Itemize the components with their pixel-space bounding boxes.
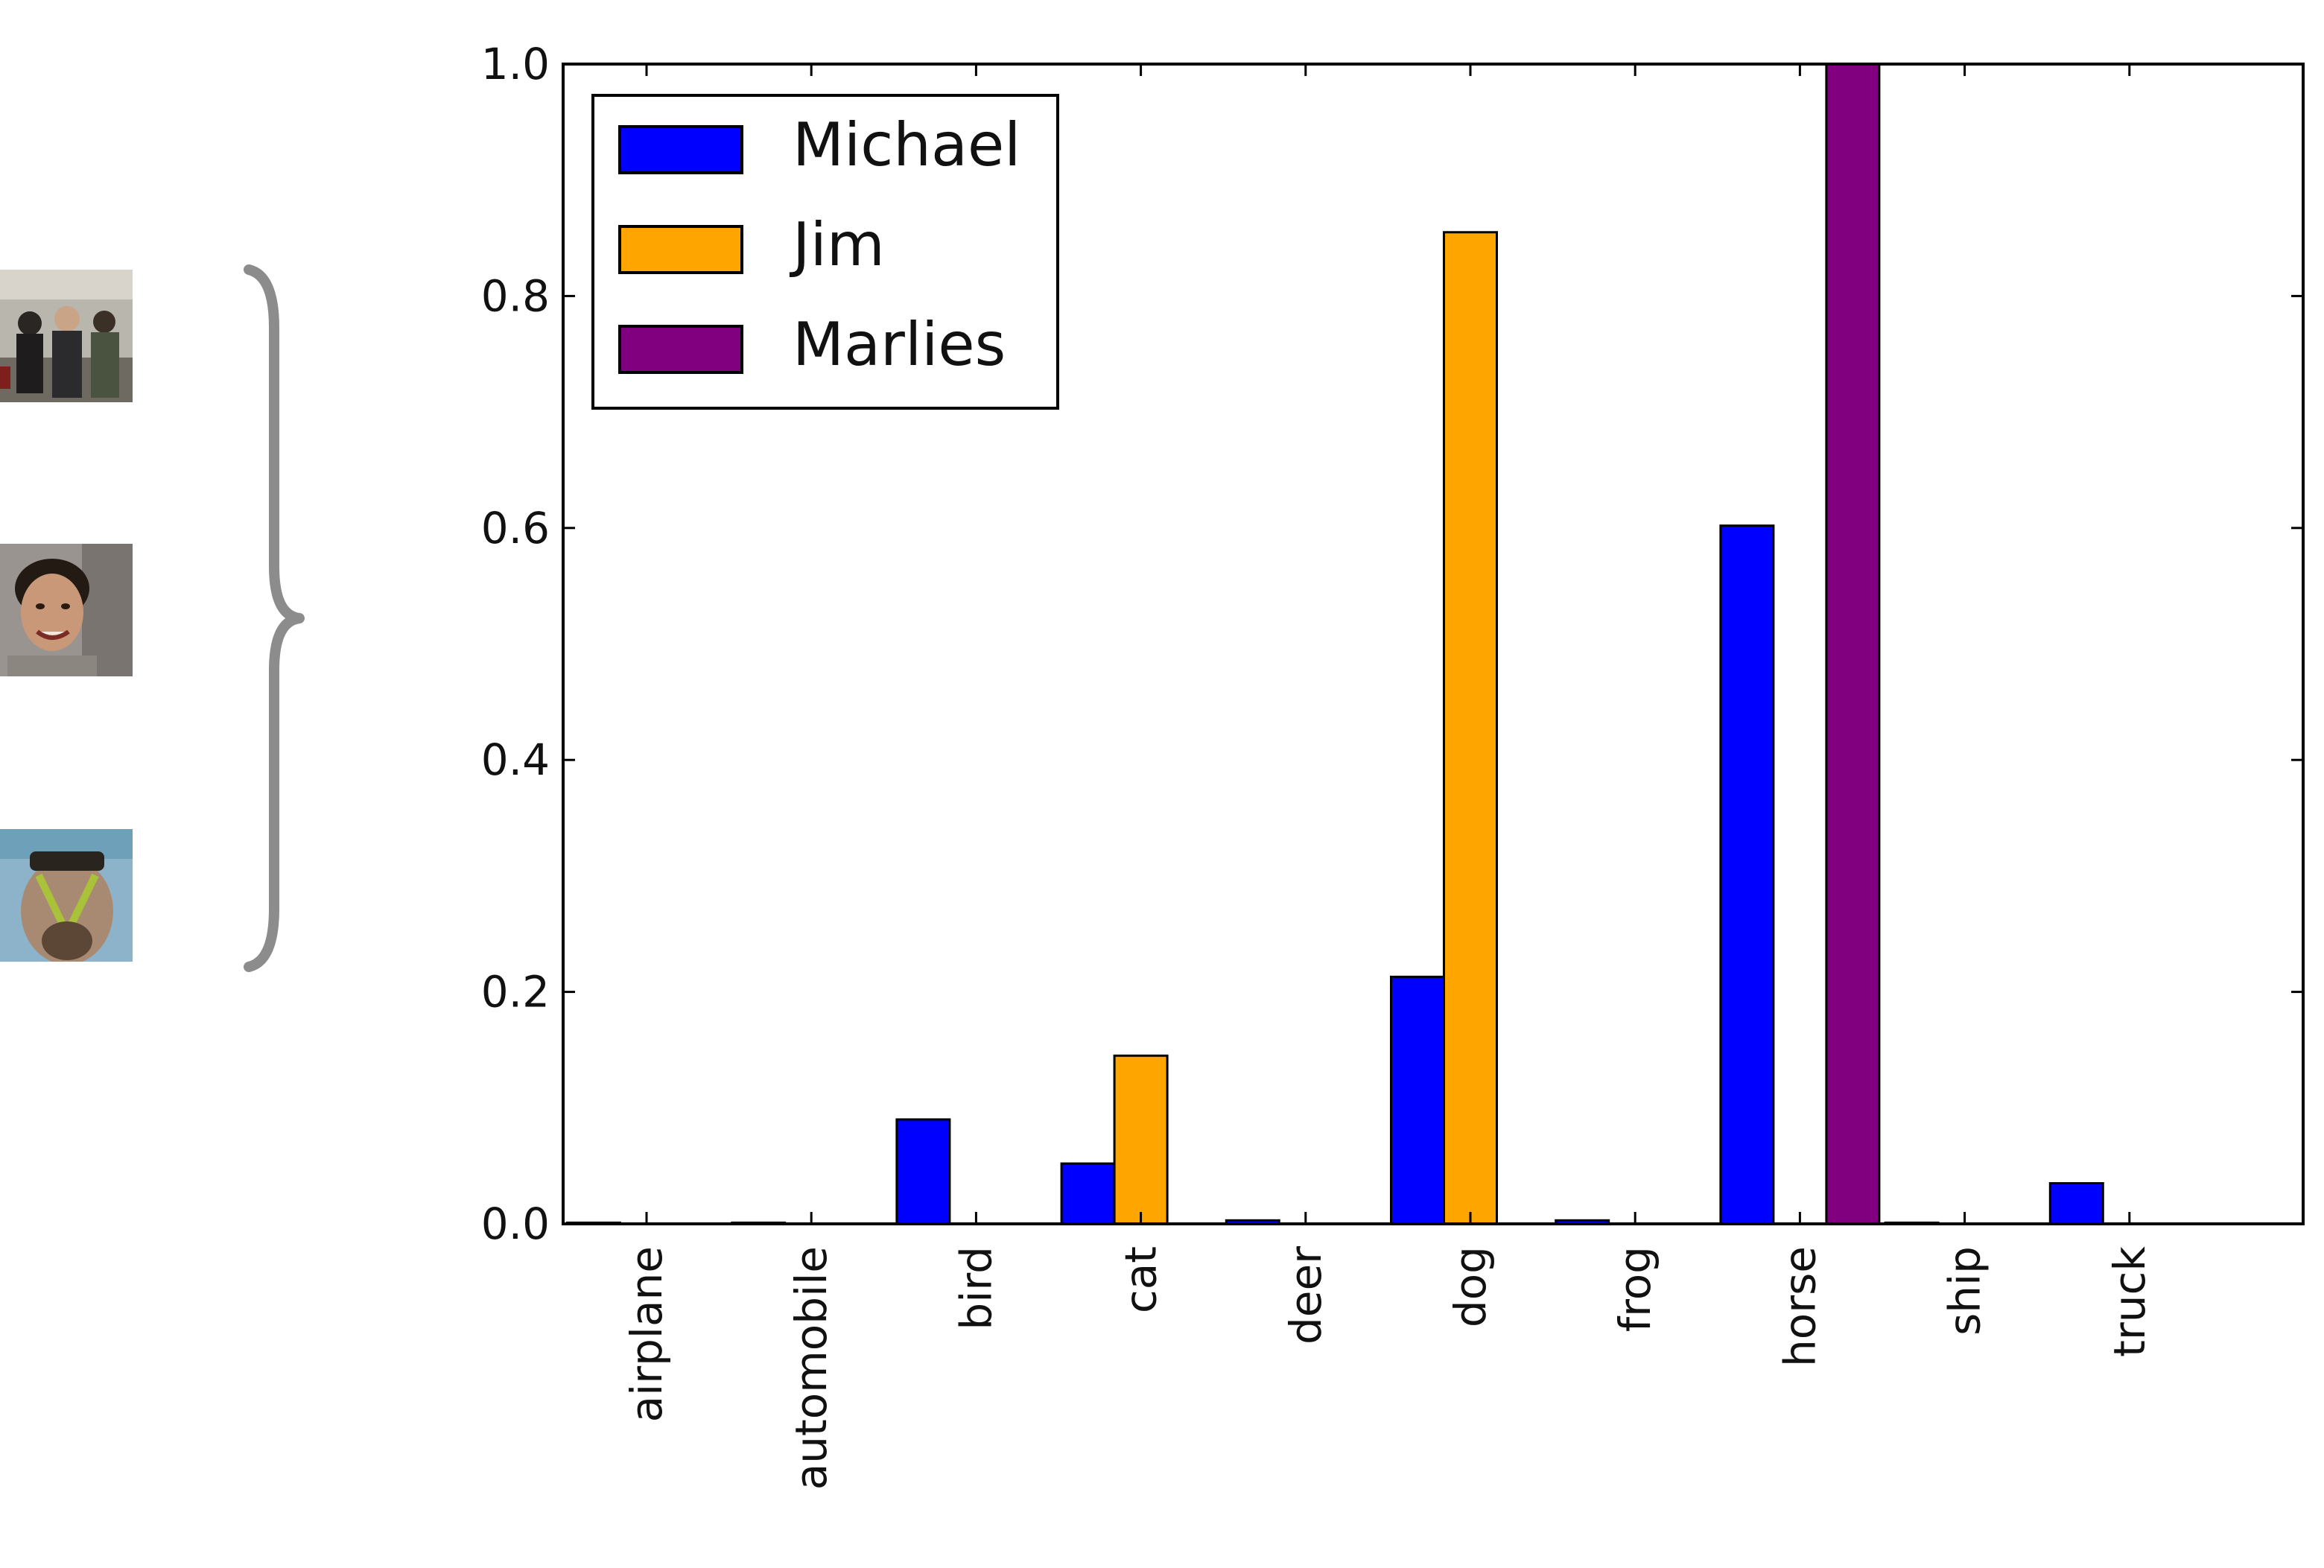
x-tick-label-frog: frog [1610, 1246, 1660, 1332]
bar-marlies-horse [1825, 63, 1881, 1225]
face-paint-photo-icon [0, 829, 133, 962]
bar-michael-horse [1719, 524, 1775, 1225]
x-tick-label-cat: cat [1116, 1246, 1166, 1313]
portrait-photo-icon [0, 544, 133, 676]
plot-frame [562, 63, 2305, 1225]
legend: Michael Jim Marlies [591, 94, 1059, 410]
legend-label-michael: Michael [793, 110, 1020, 180]
x-tick-label-truck: truck [2104, 1246, 2155, 1357]
legend-swatch-marlies [618, 325, 743, 374]
x-tick-label-bird: bird [950, 1246, 1001, 1330]
legend-label-marlies: Marlies [793, 310, 1006, 379]
legend-swatch-jim [618, 225, 743, 274]
bar-jim-dog [1443, 231, 1498, 1225]
bar-michael-dog [1390, 975, 1445, 1225]
legend-swatch-michael [618, 125, 743, 174]
bars-layer [566, 63, 2104, 1225]
legend-label-jim: Jim [789, 210, 885, 279]
group-photo-icon [0, 270, 133, 402]
y-tick-label: 0.6 [481, 503, 550, 553]
axes-layer: 0.0 0.2 0.4 0.6 0.8 1.0 airplane automobile bird… [481, 39, 2303, 1490]
y-tick-label: 0.4 [481, 734, 550, 785]
x-tick-label-deer: deer [1280, 1246, 1331, 1345]
bar-michael-bird [895, 1118, 951, 1225]
y-tick-label: 0.2 [481, 967, 550, 1018]
y-tick-label: 0.8 [481, 270, 550, 321]
x-tick-label-airplane: airplane [621, 1246, 672, 1422]
y-tick-label: 1.0 [481, 39, 550, 89]
bar-michael-cat [1060, 1162, 1116, 1225]
bar-michael-truck [2048, 1182, 2104, 1225]
x-tick-label-ship: ship [1940, 1246, 1990, 1336]
x-tick-label-automobile: automobile [786, 1246, 836, 1490]
curly-brace-icon [244, 264, 305, 972]
x-tick-label-horse: horse [1774, 1246, 1825, 1367]
y-tick-label: 0.0 [481, 1199, 550, 1249]
bar-jim-cat [1113, 1054, 1169, 1225]
x-tick-label-dog: dog [1445, 1246, 1496, 1327]
